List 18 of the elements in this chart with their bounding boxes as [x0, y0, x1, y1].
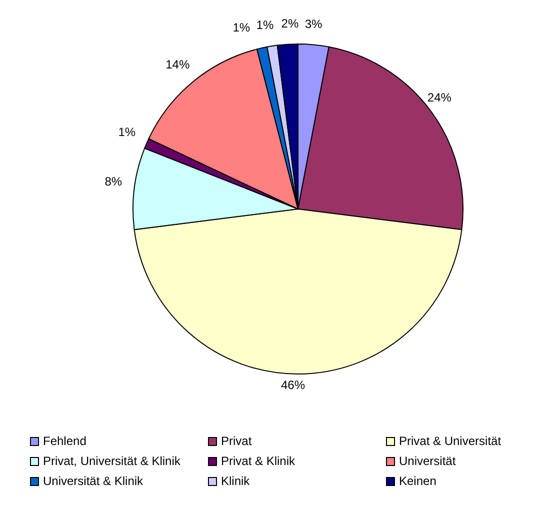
data-label: 46%: [280, 378, 306, 392]
legend-label: Klinik: [221, 474, 250, 488]
legend-label: Keinen: [399, 474, 436, 488]
data-label: 24%: [427, 90, 452, 105]
data-label: 1%: [118, 125, 136, 140]
data-label: 2%: [281, 16, 299, 30]
data-label: 14%: [166, 58, 190, 72]
data-label: 1%: [232, 20, 250, 34]
legend-label: Privat: [221, 434, 252, 448]
legend-label: Privat & Universität: [399, 434, 502, 448]
data-label: 3%: [304, 16, 323, 31]
legend-label: Fehlend: [43, 434, 86, 448]
legend-label: Universität & Klinik: [43, 474, 144, 488]
legend-label: Universität: [399, 454, 456, 468]
legend-label: Privat & Klinik: [221, 454, 296, 468]
data-label: 8%: [104, 174, 122, 188]
data-label: 1%: [256, 18, 274, 32]
legend-label: Privat, Universität & Klinik: [43, 454, 180, 468]
